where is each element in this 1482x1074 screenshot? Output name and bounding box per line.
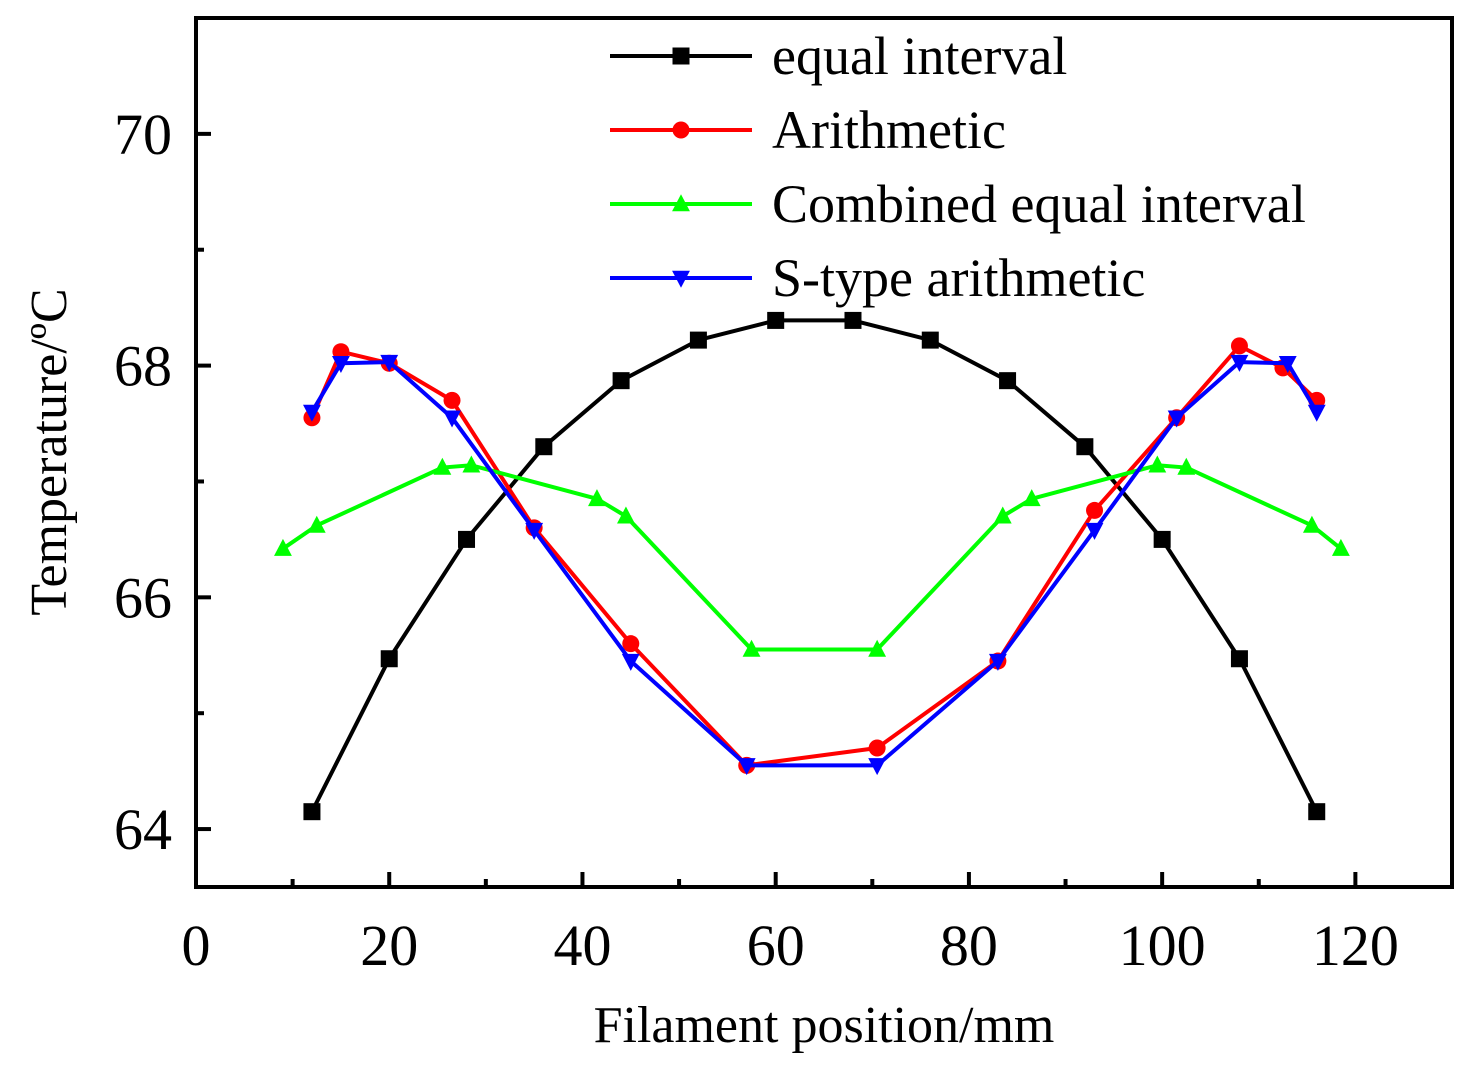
x-tick-label: 80 — [940, 913, 998, 978]
data-point-equal-interval — [535, 438, 553, 456]
data-point-equal-interval — [921, 331, 939, 349]
data-point-equal-interval — [689, 331, 707, 349]
data-point-s-type-arithmetic — [443, 410, 461, 428]
data-point-arithmetic — [1086, 501, 1104, 519]
legend-label-s-type-arithmetic: S-type arithmetic — [772, 248, 1145, 308]
legend: equal interval Arithmetic Combined equal i… — [610, 26, 1306, 308]
x-tick-label: 60 — [747, 913, 805, 978]
legend-marker-s-type-arithmetic — [672, 270, 690, 288]
axis-ticks: 0 20 40 60 80 100 120 64 66 68 70 — [114, 102, 1399, 978]
y-tick-label: 64 — [114, 797, 172, 862]
data-point-equal-interval — [844, 311, 862, 329]
data-point-equal-interval — [1308, 803, 1326, 821]
x-tick-label: 120 — [1312, 913, 1399, 978]
data-point-s-type-arithmetic — [1167, 410, 1186, 428]
data-point-combined-equal-interval — [868, 639, 887, 657]
y-tick-label: 68 — [114, 334, 172, 399]
data-point-combined-equal-interval — [274, 538, 292, 556]
data-point-s-type-arithmetic — [380, 354, 399, 372]
y-axis-label: Temperature/ºC — [21, 288, 78, 615]
series-combined-equal-interval — [274, 455, 1350, 657]
series-layer — [274, 311, 1350, 821]
legend-label-combined-equal-interval: Combined equal interval — [772, 174, 1306, 234]
legend-marker-equal-interval — [672, 47, 690, 65]
data-point-combined-equal-interval — [1302, 515, 1321, 533]
data-point-s-type-arithmetic — [1307, 404, 1326, 422]
series-equal-interval — [303, 311, 1326, 821]
data-point-equal-interval — [1153, 530, 1171, 548]
data-point-s-type-arithmetic — [1085, 522, 1104, 540]
plot-frame — [194, 16, 1454, 889]
x-axis-label: Filament position/mm — [594, 997, 1055, 1054]
data-point-combined-equal-interval — [588, 489, 606, 507]
x-tick-label: 100 — [1119, 913, 1206, 978]
data-point-combined-equal-interval — [617, 506, 635, 524]
data-point-equal-interval — [380, 650, 398, 668]
data-point-equal-interval — [458, 530, 476, 548]
data-point-arithmetic — [443, 391, 461, 409]
data-point-combined-equal-interval — [1022, 489, 1041, 507]
data-point-combined-equal-interval — [742, 639, 761, 657]
series-line-equal-interval — [309, 318, 1319, 814]
data-point-equal-interval — [612, 372, 630, 390]
data-point-combined-equal-interval — [1331, 538, 1350, 556]
data-point-arithmetic — [1230, 337, 1248, 355]
legend-label-equal-interval: equal interval — [772, 26, 1067, 86]
data-point-combined-equal-interval — [462, 455, 481, 473]
x-tick-label: 0 — [182, 913, 211, 978]
data-point-arithmetic — [622, 635, 640, 653]
data-point-combined-equal-interval — [433, 457, 452, 475]
data-point-s-type-arithmetic — [1278, 356, 1297, 374]
x-tick-label: 40 — [553, 913, 611, 978]
data-point-equal-interval — [303, 803, 321, 821]
data-point-s-type-arithmetic — [303, 404, 321, 422]
data-point-equal-interval — [999, 372, 1017, 390]
data-point-s-type-arithmetic — [1230, 354, 1249, 372]
series-line-s-type-arithmetic — [309, 360, 1319, 768]
data-point-equal-interval — [1230, 650, 1248, 668]
legend-marker-combined-equal-interval — [672, 194, 690, 212]
data-point-combined-equal-interval — [1177, 457, 1196, 475]
data-point-s-type-arithmetic — [988, 653, 1007, 671]
y-tick-label: 66 — [114, 565, 172, 630]
data-point-combined-equal-interval — [307, 515, 326, 533]
data-point-combined-equal-interval — [993, 506, 1012, 524]
y-tick-label: 70 — [114, 102, 172, 167]
data-point-s-type-arithmetic — [621, 653, 640, 671]
legend-label-arithmetic: Arithmetic — [772, 100, 1006, 160]
data-point-s-type-arithmetic — [525, 522, 544, 540]
data-point-equal-interval — [1076, 438, 1094, 456]
data-point-arithmetic — [332, 343, 350, 361]
series-s-type-arithmetic — [303, 354, 1326, 776]
data-point-s-type-arithmetic — [868, 758, 887, 776]
data-point-s-type-arithmetic — [331, 356, 350, 374]
data-point-s-type-arithmetic — [737, 758, 756, 776]
data-point-equal-interval — [767, 311, 785, 329]
data-point-combined-equal-interval — [1148, 455, 1167, 473]
data-point-arithmetic — [868, 739, 886, 757]
x-tick-label: 20 — [360, 913, 418, 978]
legend-marker-arithmetic — [672, 121, 690, 139]
